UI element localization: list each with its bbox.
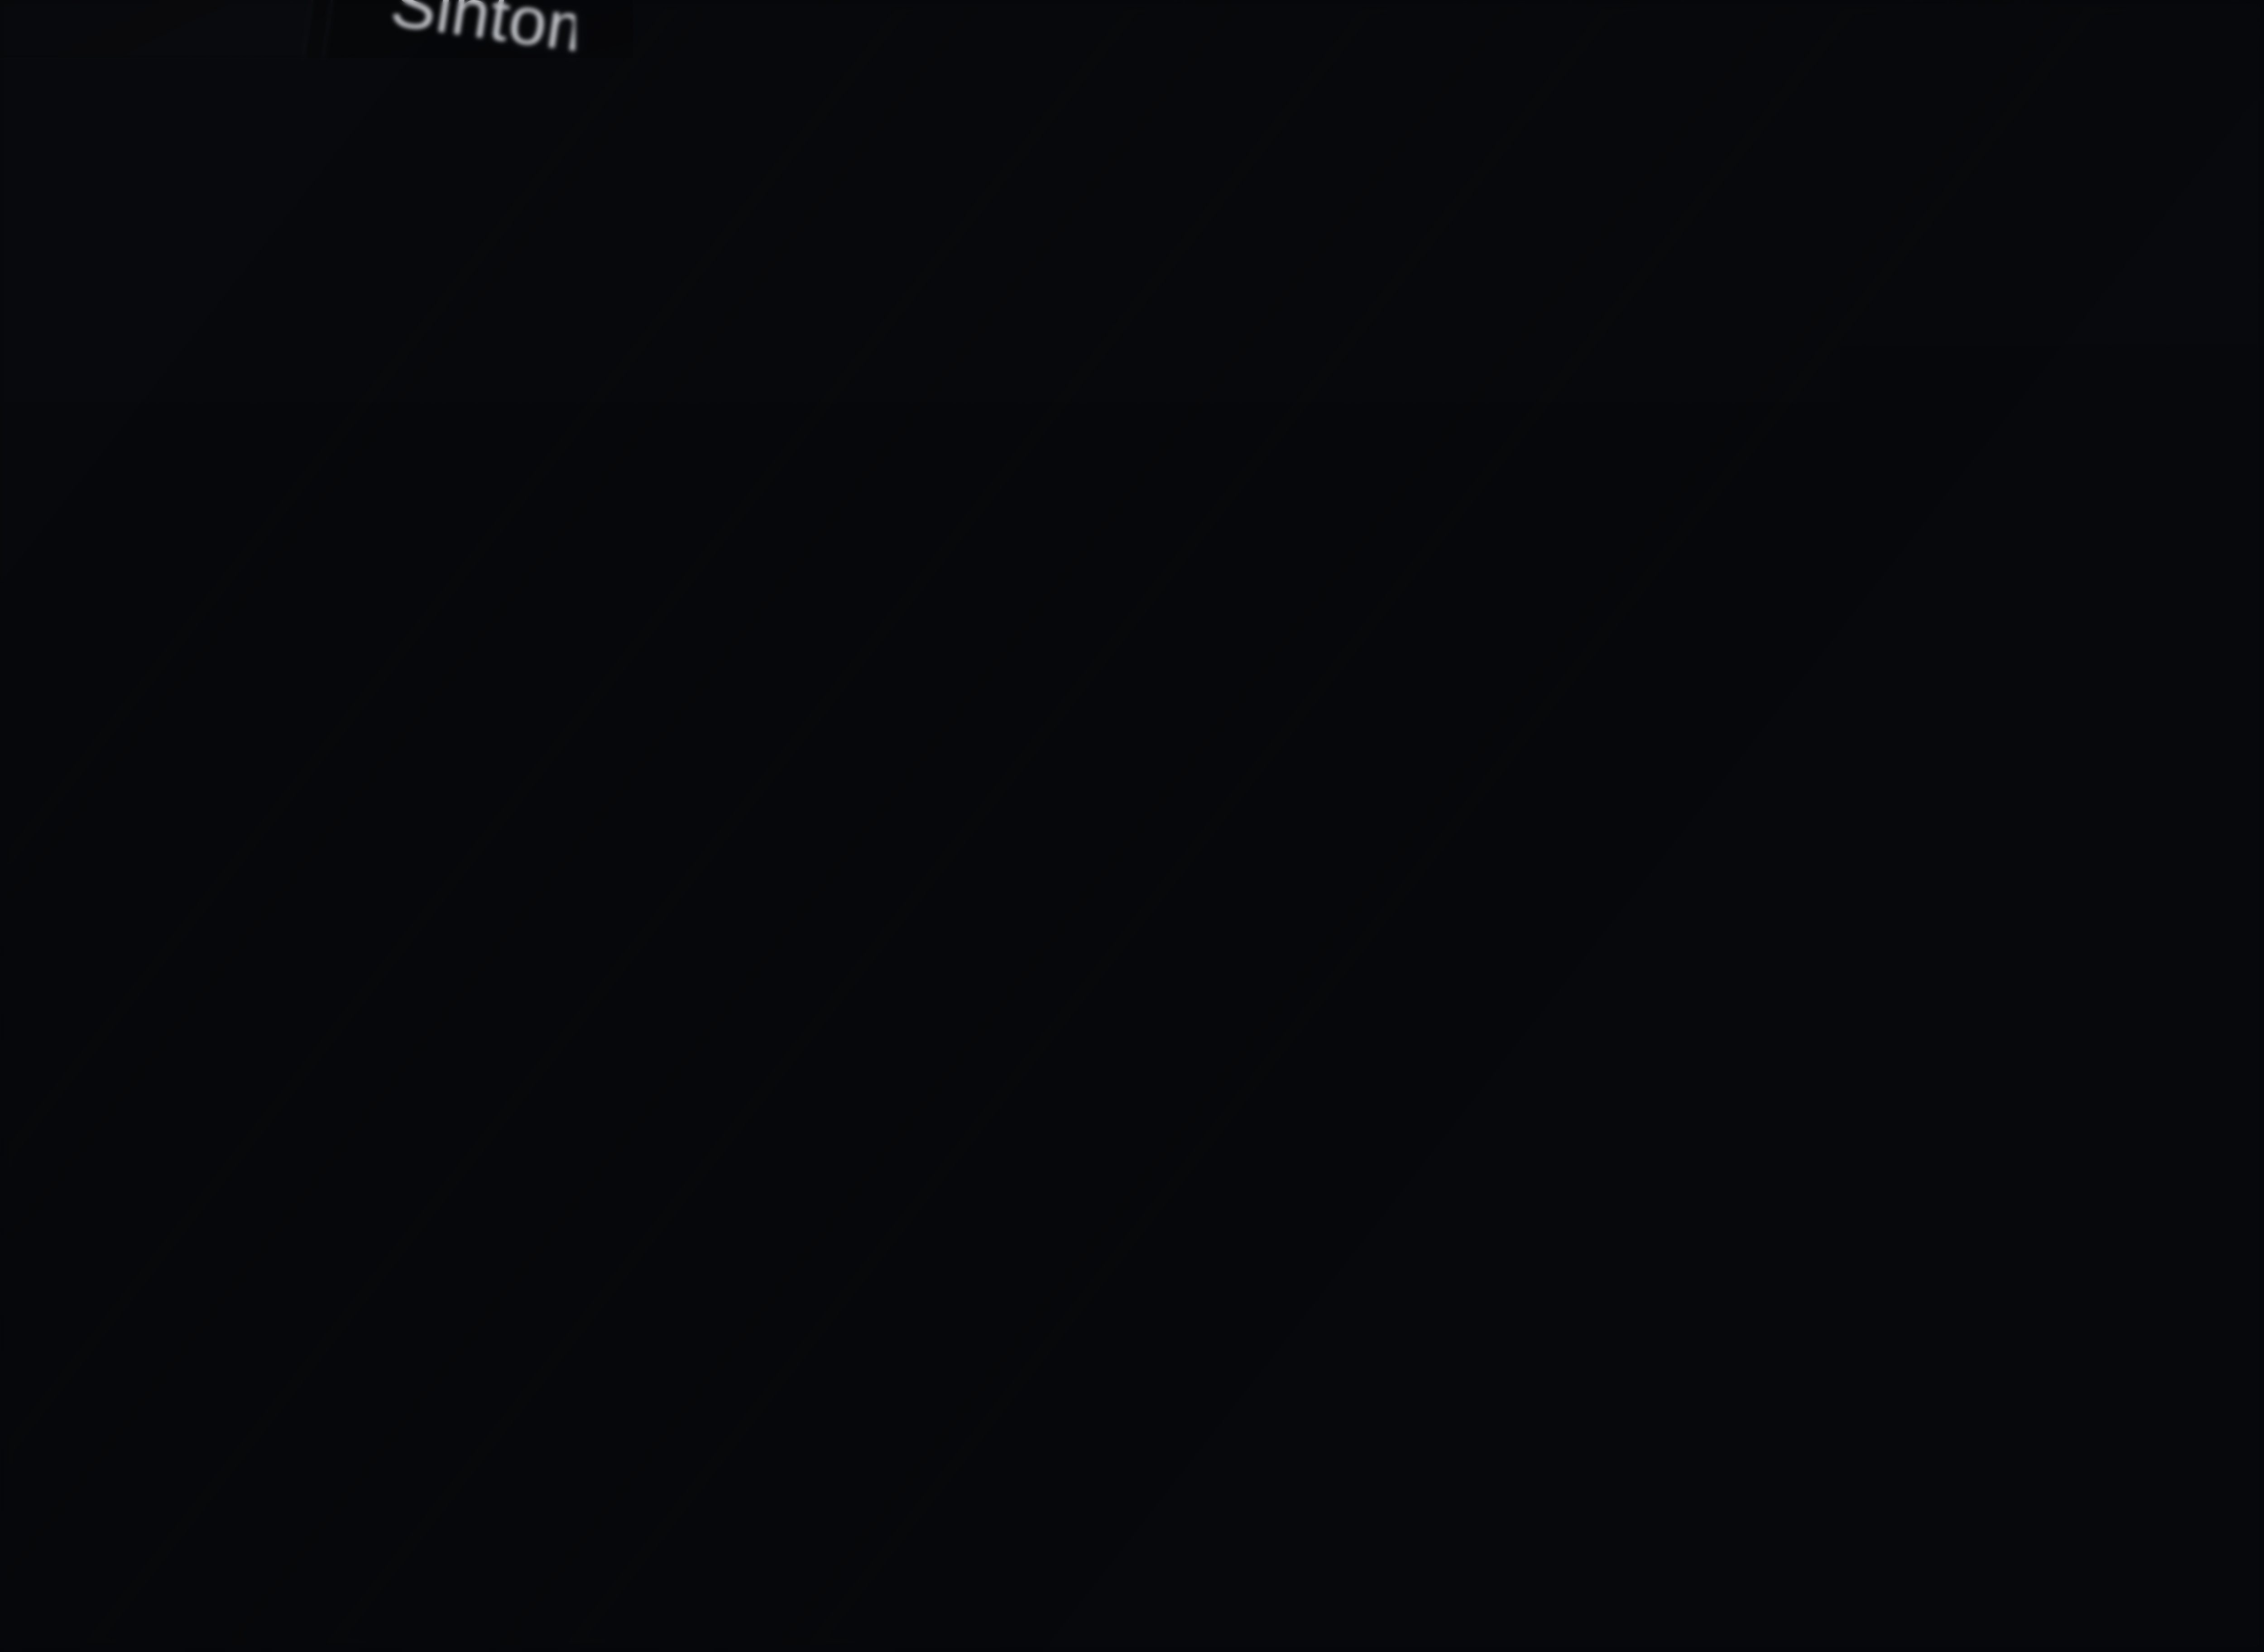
bar-category-label: Anosmia bbox=[646, 1017, 803, 1082]
photo-stage: Confirmados Vila Nova de Gaia Evolução d… bbox=[0, 0, 2264, 1652]
tab-separator bbox=[1356, 1518, 1377, 1652]
bar-category-label: Cefaleias bbox=[696, 618, 863, 685]
bar-category-label: Tosse bbox=[796, 361, 903, 420]
page-title: Sintomas Registados bbox=[386, 0, 1042, 131]
tab-tipo-de-cont-gio[interactable]: Tipo de Contágio bbox=[929, 1452, 1216, 1545]
bar-value-label: 3,210 bbox=[2014, 939, 2115, 995]
chart-row: Febre4,280 bbox=[368, 133, 2264, 442]
tab-separator bbox=[795, 1288, 817, 1423]
sidebar-region-label: Vila Nova de Gaia bbox=[0, 84, 63, 145]
monitor-screen: Confirmados Vila Nova de Gaia Evolução d… bbox=[0, 0, 2264, 1652]
bar-category-label: Fraqueza Generalizada bbox=[433, 716, 843, 817]
status-dot-icon bbox=[247, 78, 270, 102]
chart-bars-container: Febre4,280Tosse4,094Dores Musculares4,32… bbox=[368, 133, 2264, 442]
sidebar-header-label: Confirmados bbox=[0, 0, 288, 18]
bar-value-label: 2,372 bbox=[1697, 1030, 1798, 1086]
main-panel: Sintomas Registados Febre4,280Tosse4,094… bbox=[98, 0, 2264, 1652]
bar-category-label: Febre bbox=[816, 229, 923, 287]
bar-category-label: Dores Musculares bbox=[566, 464, 883, 552]
bar-category-label: Dificuldade Respiratória bbox=[407, 848, 823, 950]
